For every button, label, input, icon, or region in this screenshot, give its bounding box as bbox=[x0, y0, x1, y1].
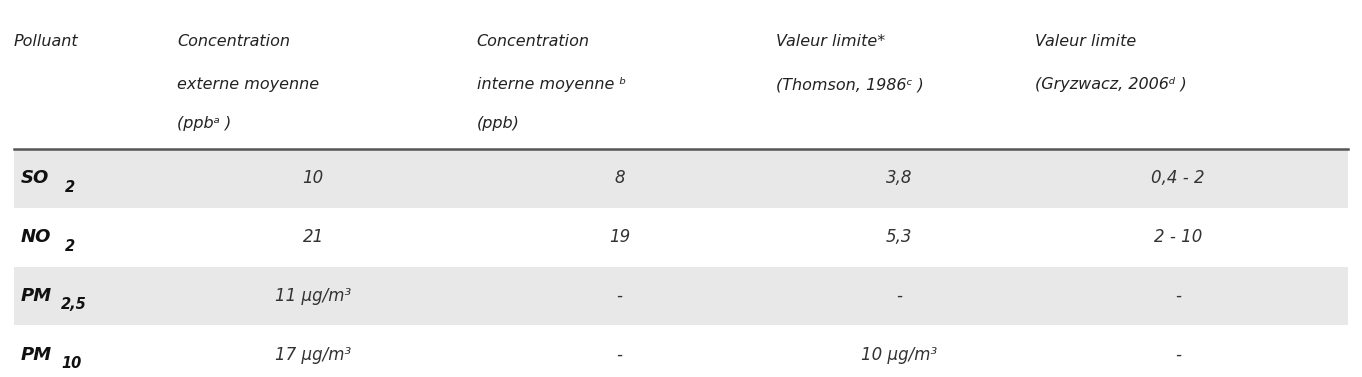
FancyBboxPatch shape bbox=[14, 208, 1348, 267]
Text: 2 - 10: 2 - 10 bbox=[1154, 228, 1203, 246]
Text: PM: PM bbox=[20, 346, 52, 364]
Text: 11 μg/m³: 11 μg/m³ bbox=[275, 287, 351, 305]
Text: 21: 21 bbox=[302, 228, 324, 246]
Text: Concentration: Concentration bbox=[477, 34, 590, 49]
Text: -: - bbox=[896, 287, 902, 305]
Text: 10: 10 bbox=[61, 356, 82, 371]
Text: SO: SO bbox=[20, 169, 49, 187]
Text: (ppbᵃ ): (ppbᵃ ) bbox=[177, 116, 232, 131]
Text: externe moyenne: externe moyenne bbox=[177, 77, 319, 92]
FancyBboxPatch shape bbox=[14, 267, 1348, 325]
Text: NO: NO bbox=[20, 228, 50, 246]
FancyBboxPatch shape bbox=[14, 149, 1348, 208]
Text: 2,5: 2,5 bbox=[61, 297, 87, 313]
Text: interne moyenne ᵇ: interne moyenne ᵇ bbox=[477, 77, 627, 92]
Text: 5,3: 5,3 bbox=[885, 228, 913, 246]
Text: (Thomson, 1986ᶜ ): (Thomson, 1986ᶜ ) bbox=[776, 77, 923, 92]
Text: 2: 2 bbox=[65, 239, 75, 254]
FancyBboxPatch shape bbox=[14, 325, 1348, 377]
Text: PM: PM bbox=[20, 287, 52, 305]
Text: (ppb): (ppb) bbox=[477, 116, 519, 131]
Text: 10 μg/m³: 10 μg/m³ bbox=[861, 346, 937, 364]
Text: -: - bbox=[617, 287, 622, 305]
Text: -: - bbox=[1175, 287, 1181, 305]
Text: 8: 8 bbox=[614, 169, 625, 187]
Text: -: - bbox=[1175, 346, 1181, 364]
Text: 19: 19 bbox=[609, 228, 631, 246]
Text: -: - bbox=[617, 346, 622, 364]
Text: Concentration: Concentration bbox=[177, 34, 290, 49]
Text: 2: 2 bbox=[65, 180, 75, 195]
Text: Valeur limite: Valeur limite bbox=[1035, 34, 1136, 49]
Text: (Gryzwacz, 2006ᵈ ): (Gryzwacz, 2006ᵈ ) bbox=[1035, 77, 1186, 92]
Text: 10: 10 bbox=[302, 169, 324, 187]
Text: Valeur limite*: Valeur limite* bbox=[776, 34, 885, 49]
Text: 17 μg/m³: 17 μg/m³ bbox=[275, 346, 351, 364]
Text: Polluant: Polluant bbox=[14, 34, 78, 49]
Text: 3,8: 3,8 bbox=[885, 169, 913, 187]
Text: 0,4 - 2: 0,4 - 2 bbox=[1151, 169, 1205, 187]
